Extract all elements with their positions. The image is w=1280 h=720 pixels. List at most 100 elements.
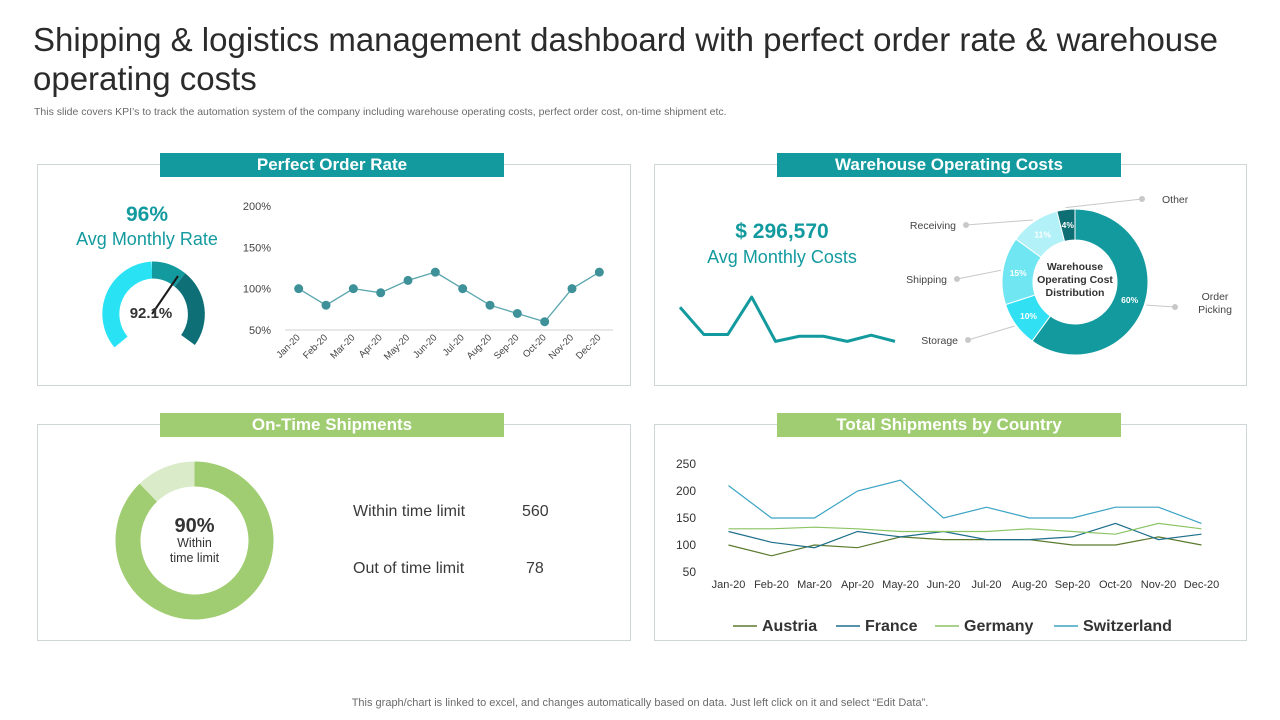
- po-series-line: [298, 271, 600, 323]
- warehouse-slice-pct: 11%: [1034, 229, 1051, 239]
- po-data-point: [430, 267, 440, 277]
- warehouse-legend-label: Shipping: [906, 274, 947, 286]
- po-xtick-label: Apr-20: [357, 332, 385, 360]
- rate-gauge: 92.1%: [102, 261, 205, 348]
- country-xtick-label: Oct-20: [1099, 579, 1132, 591]
- warehouse-costs-heading: Warehouse Operating Costs: [777, 153, 1121, 177]
- country-xtick-label: Dec-20: [1184, 579, 1219, 591]
- page-title: Shipping & logistics management dashboar…: [33, 21, 1219, 97]
- warehouse-callout-line: [1065, 198, 1143, 209]
- country-series-line-germany: [728, 522, 1202, 535]
- country-ytick-label: 50: [683, 565, 697, 579]
- country-xtick-label: Feb-20: [754, 579, 789, 591]
- warehouse-callout-line: [967, 325, 1015, 341]
- po-xtick-label: Jan-20: [274, 332, 302, 360]
- po-xtick-label: Oct-20: [521, 332, 549, 360]
- po-data-point: [594, 267, 604, 277]
- within-time-label: Within time limit: [353, 503, 466, 520]
- country-xtick-label: Aug-20: [1012, 579, 1047, 591]
- warehouse-callout-line: [956, 269, 1002, 280]
- po-xtick-label: Nov-20: [547, 332, 576, 361]
- avg-monthly-rate-label: Avg Monthly Rate: [76, 229, 218, 249]
- warehouse-legend-label: Storage: [921, 335, 958, 347]
- country-xtick-label: Mar-20: [797, 579, 832, 591]
- po-xtick-label: Mar-20: [328, 332, 357, 361]
- on-time-donut: 90% Within time limit: [115, 461, 274, 620]
- within-time-value: 560: [522, 503, 549, 520]
- po-data-point: [294, 284, 304, 294]
- po-data-point: [321, 300, 331, 310]
- warehouse-callout-line: [965, 219, 1033, 226]
- page-subtitle: This slide covers KPI’s to track the aut…: [34, 106, 727, 118]
- gauge-arc-bright: [102, 261, 153, 348]
- country-xtick-label: Nov-20: [1141, 579, 1176, 591]
- po-data-point: [403, 275, 413, 285]
- po-xtick-label: Jun-20: [411, 332, 439, 360]
- footer-note: This graph/chart is linked to excel, and…: [351, 697, 929, 709]
- po-ytick-label: 50%: [249, 325, 271, 337]
- warehouse-callout-line: [1146, 304, 1176, 308]
- out-of-time-value: 78: [526, 560, 544, 577]
- po-data-point: [485, 300, 495, 310]
- country-xtick-label: Sep-20: [1055, 579, 1090, 591]
- country-xtick-label: May-20: [882, 579, 919, 591]
- warehouse-legend-label: Order: [1202, 291, 1229, 303]
- by-country-heading: Total Shipments by Country: [777, 413, 1121, 437]
- po-xtick-label: Dec-20: [574, 332, 603, 361]
- country-xtick-label: Jun-20: [927, 579, 961, 591]
- po-ytick-label: 150%: [243, 242, 271, 254]
- warehouse-cost-sparkline: [678, 295, 896, 343]
- warehouse-callout-dot: [963, 222, 969, 228]
- warehouse-donut-center-text: Distribution: [1046, 287, 1105, 299]
- country-xtick-label: Jan-20: [712, 579, 746, 591]
- country-xtick-label: Jul-20: [972, 579, 1002, 591]
- warehouse-callout-dot: [1139, 196, 1145, 202]
- shipments-by-country-chart: 250 200 150 100 50 Jan-20 Feb-20 Mar-20 Apr-20 Ma…: [676, 457, 1219, 635]
- country-legend-label: Austria: [762, 618, 817, 635]
- warehouse-sparkline-line: [678, 295, 896, 343]
- perfect-order-heading: Perfect Order Rate: [160, 153, 504, 177]
- out-of-time-label: Out of time limit: [353, 560, 465, 577]
- po-data-point: [348, 284, 358, 294]
- po-data-point: [458, 284, 468, 294]
- country-ytick-label: 200: [676, 484, 696, 498]
- warehouse-legend-label: Other: [1162, 194, 1189, 206]
- po-xtick-label: Aug-20: [465, 332, 494, 361]
- country-xtick-label: Apr-20: [841, 579, 874, 591]
- warehouse-legend-label: Picking: [1198, 304, 1232, 316]
- warehouse-slice-pct: 15%: [1010, 268, 1027, 278]
- warehouse-callout-dot: [954, 276, 960, 282]
- country-series-line-france: [728, 522, 1202, 549]
- po-data-point: [376, 288, 386, 298]
- warehouse-donut-center-text: Operating Cost: [1037, 274, 1113, 286]
- country-ytick-label: 150: [676, 511, 696, 525]
- po-data-point: [567, 284, 577, 294]
- gauge-needle: [151, 275, 179, 315]
- on-time-slice-out-of-time-limit: [139, 461, 195, 502]
- gauge-arc-dark: [174, 273, 205, 345]
- on-time-center-value: 90%: [174, 515, 214, 537]
- country-legend-label: France: [865, 618, 918, 635]
- warehouse-slice-order-picking: [1031, 208, 1149, 356]
- avg-monthly-rate-value: 96%: [125, 203, 169, 226]
- country-ytick-label: 100: [676, 538, 696, 552]
- warehouse-legend-label: Receiving: [910, 220, 956, 232]
- po-ytick-label: 100%: [243, 284, 271, 296]
- warehouse-slice-pct: 4%: [1062, 220, 1075, 230]
- country-legend-label: Germany: [964, 618, 1033, 635]
- po-xtick-label: Jul-20: [441, 332, 467, 358]
- po-xtick-label: Feb-20: [301, 332, 330, 361]
- warehouse-callout-dot: [965, 337, 971, 343]
- on-time-center-label-2: time limit: [170, 551, 220, 565]
- warehouse-slice-pct: 10%: [1020, 311, 1037, 321]
- country-ytick-label: 250: [676, 457, 696, 471]
- po-ytick-label: 200%: [243, 201, 271, 213]
- po-data-point: [512, 308, 522, 318]
- po-xtick-label: Sep-20: [492, 332, 521, 361]
- warehouse-callout-dot: [1172, 304, 1178, 310]
- po-data-point: [540, 317, 550, 327]
- warehouse-slice-other: [1056, 208, 1076, 242]
- on-time-center-label-1: Within: [177, 536, 212, 550]
